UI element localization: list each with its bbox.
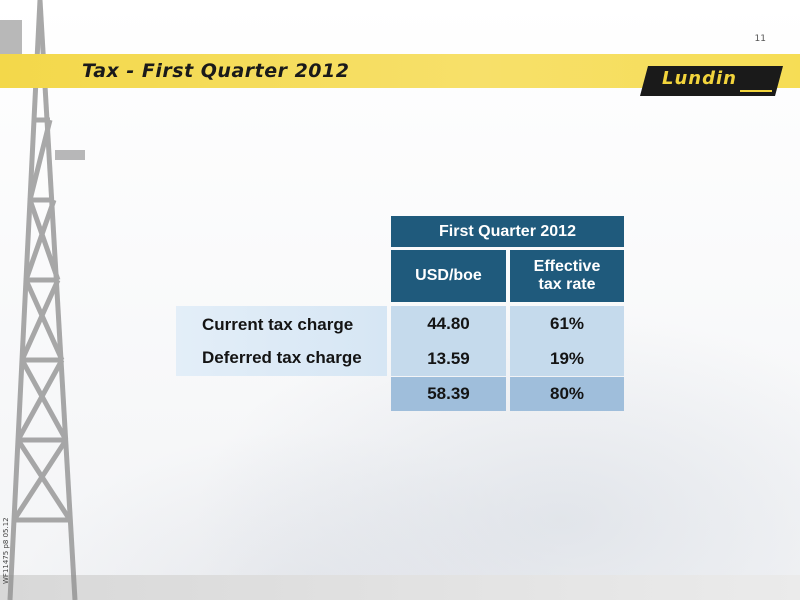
cell-total-rate: 80% [510, 377, 624, 411]
logo-text: Lundin [662, 68, 737, 89]
table-group-header: First Quarter 2012 [391, 216, 624, 247]
row-label-background [176, 306, 387, 376]
cell-deferred-usd-boe: 13.59 [391, 341, 506, 376]
cell-current-rate: 61% [510, 306, 624, 341]
row-label-deferred-tax: Deferred tax charge [202, 348, 362, 367]
document-reference: WF11475 p8 05.12 [2, 517, 10, 584]
row-label-current-tax: Current tax charge [202, 315, 354, 334]
column-header-usd-boe: USD/boe [391, 250, 506, 302]
group-header-text: First Quarter 2012 [439, 222, 576, 240]
oil-rig-silhouette [0, 0, 85, 600]
column-header-tax-rate: Effective tax rate [510, 250, 624, 302]
slide-title: Tax - First Quarter 2012 [82, 60, 350, 82]
cell-current-usd-boe: 44.80 [391, 306, 506, 341]
page-number: 11 [754, 34, 766, 44]
column-header-text: Effective tax rate [533, 258, 601, 293]
lundin-logo [640, 66, 783, 96]
footer-band [0, 575, 800, 600]
column-header-text: USD/boe [415, 267, 482, 284]
cell-total-usd-boe: 58.39 [391, 377, 506, 411]
cell-deferred-rate: 19% [510, 341, 624, 376]
